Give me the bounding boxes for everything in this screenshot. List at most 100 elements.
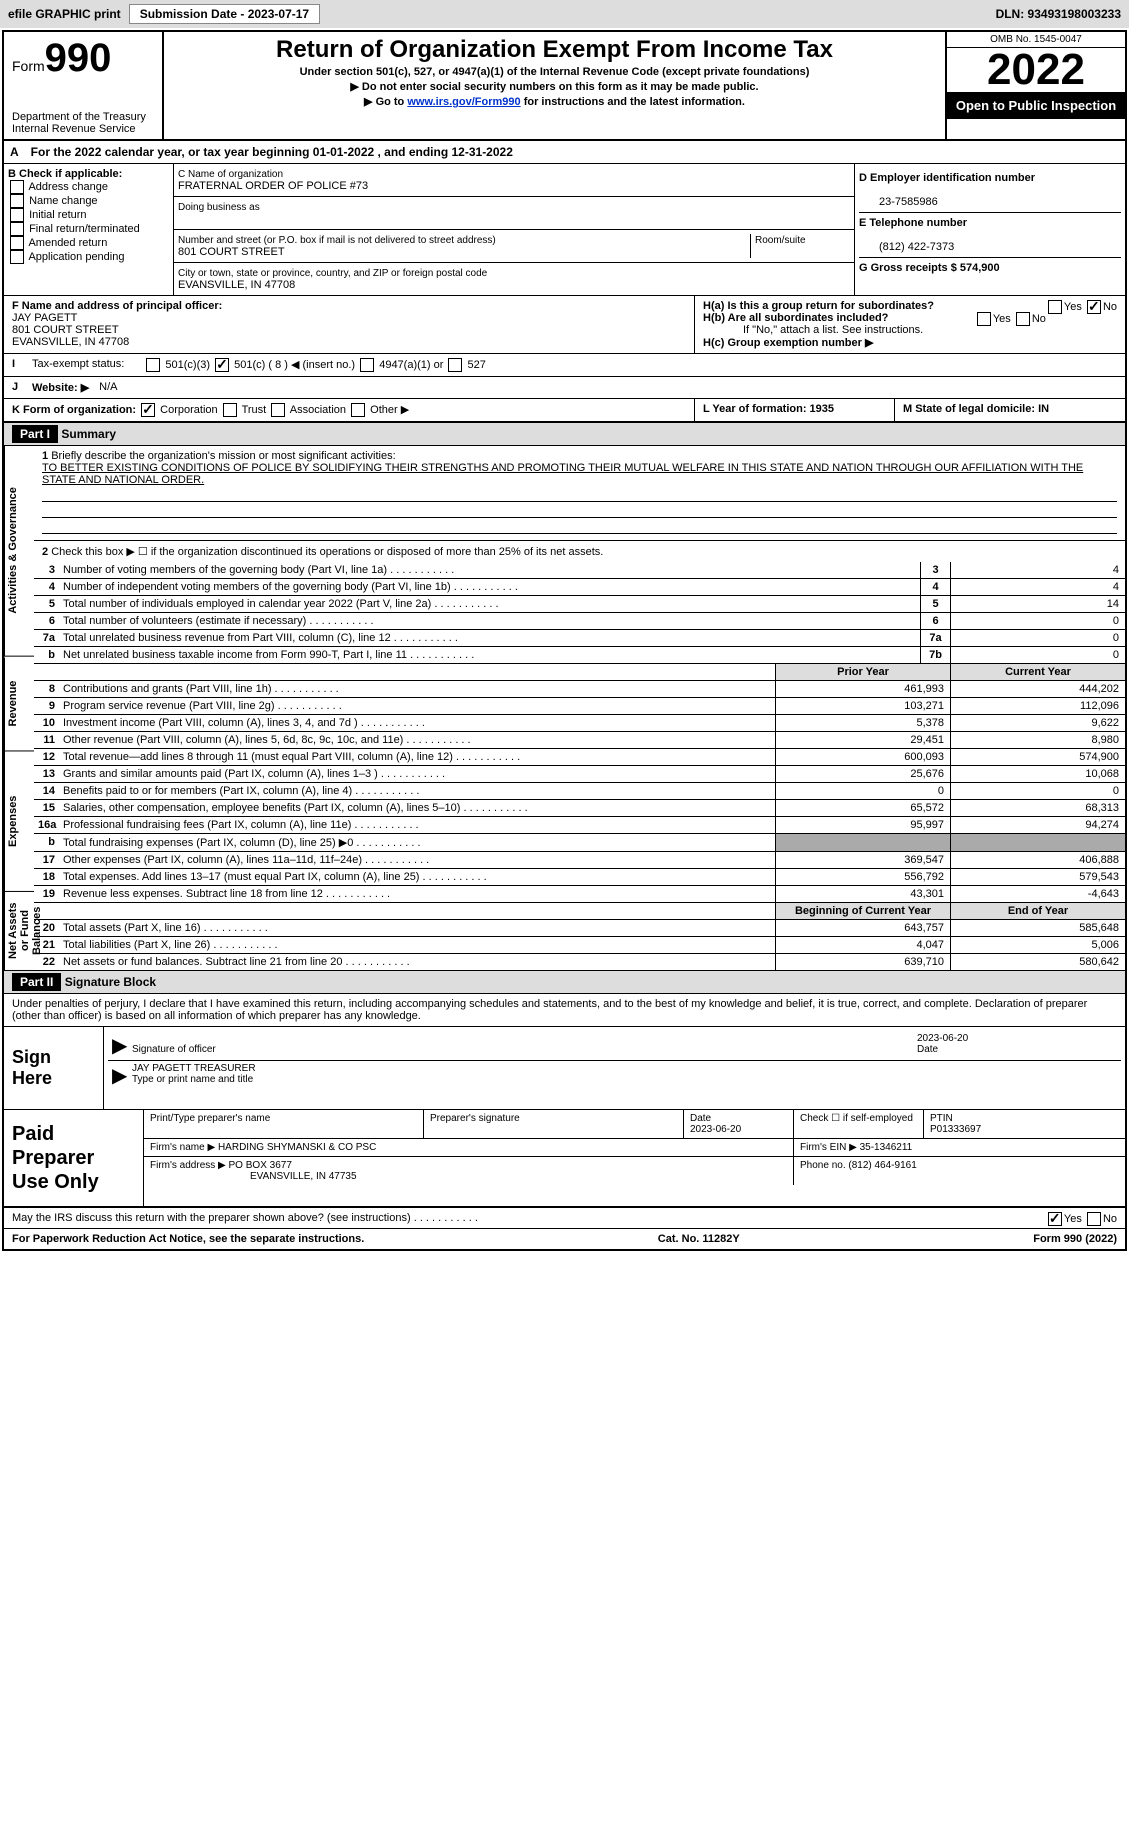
ha-no-check[interactable]: [1087, 300, 1101, 314]
current-year-header: Current Year: [950, 664, 1125, 680]
row-num: 3: [34, 562, 59, 578]
col-b: B Check if applicable: Address change Na…: [4, 164, 174, 295]
part2-header: Part II Signature Block: [4, 971, 1125, 994]
row-num: 9: [34, 698, 59, 714]
527-check[interactable]: [448, 358, 462, 372]
org-name: FRATERNAL ORDER OF POLICE #73: [178, 180, 368, 192]
phone-label: E Telephone number: [859, 217, 967, 229]
dba-label: Doing business as: [178, 202, 260, 213]
row-box: 4: [920, 579, 950, 595]
row-text: Benefits paid to or for members (Part IX…: [59, 783, 775, 799]
other-check[interactable]: [351, 403, 365, 417]
hb-yes-check[interactable]: [977, 312, 991, 326]
firm-name: HARDING SHYMANSKI & CO PSC: [218, 1142, 376, 1153]
row-value: 0: [950, 647, 1125, 663]
check-amended[interactable]: Amended return: [8, 236, 169, 250]
vert-net: Net Assets or Fund Balances: [4, 892, 34, 971]
part2-title: Signature Block: [65, 975, 156, 989]
ein-value: 23-7585986: [859, 196, 938, 208]
row-text: Total number of individuals employed in …: [59, 596, 920, 612]
row-text: Total revenue—add lines 8 through 11 (mu…: [59, 749, 775, 765]
year-box: OMB No. 1545-0047 2022 Open to Public In…: [945, 32, 1125, 139]
gross-receipts-field: G Gross receipts $ 574,900: [859, 258, 1121, 278]
assoc-check[interactable]: [271, 403, 285, 417]
ha-yes-check[interactable]: [1048, 300, 1062, 314]
hb-no-check[interactable]: [1016, 312, 1030, 326]
efile-header: efile GRAPHIC print Submission Date - 20…: [0, 0, 1129, 28]
row-value: 14: [950, 596, 1125, 612]
row-num: 4: [34, 579, 59, 595]
discuss-no-check[interactable]: [1087, 1212, 1101, 1226]
prior-value: 369,547: [775, 852, 950, 868]
row-box: 6: [920, 613, 950, 629]
prep-row-1: Print/Type preparer's name Preparer's si…: [144, 1110, 1125, 1139]
preparer-grid: Print/Type preparer's name Preparer's si…: [144, 1110, 1125, 1206]
summary-row: 20 Total assets (Part X, line 16) 643,75…: [34, 920, 1125, 937]
ptin-label: PTIN: [930, 1113, 953, 1124]
q2-text: Check this box ▶ ☐ if the organization d…: [51, 546, 603, 558]
officer-addr1: 801 COURT STREET: [12, 324, 119, 336]
form-title: Return of Organization Exempt From Incom…: [168, 36, 941, 64]
form-number: 990: [45, 36, 112, 80]
summary-row: 9 Program service revenue (Part VIII, li…: [34, 698, 1125, 715]
summary-row: 4 Number of independent voting members o…: [34, 579, 1125, 596]
prep-row-2: Firm's name ▶ HARDING SHYMANSKI & CO PSC…: [144, 1139, 1125, 1157]
row-num: b: [34, 834, 59, 851]
trust-check[interactable]: [223, 403, 237, 417]
prior-value: 103,271: [775, 698, 950, 714]
discuss-yes-check[interactable]: [1048, 1212, 1062, 1226]
mission-row: 1 Briefly describe the organization's mi…: [34, 446, 1125, 541]
ha-no-label: No: [1103, 301, 1117, 313]
q1-text: Briefly describe the organization's miss…: [51, 450, 395, 462]
summary-row: 11 Other revenue (Part VIII, column (A),…: [34, 732, 1125, 749]
row-text: Other expenses (Part IX, column (A), lin…: [59, 852, 775, 868]
501c3-check[interactable]: [146, 358, 160, 372]
preparer-label: Paid Preparer Use Only: [4, 1110, 144, 1206]
check-name-change[interactable]: Name change: [8, 194, 169, 208]
current-value: 112,096: [950, 698, 1125, 714]
form-title-section: Return of Organization Exempt From Incom…: [164, 32, 945, 139]
check-app-pending[interactable]: Application pending: [8, 250, 169, 264]
current-value: -4,643: [950, 886, 1125, 902]
summary-row: 16a Professional fundraising fees (Part …: [34, 817, 1125, 834]
cat-number: Cat. No. 11282Y: [658, 1233, 740, 1245]
prep-row-3: Firm's address ▶ PO BOX 3677EVANSVILLE, …: [144, 1157, 1125, 1185]
summary-row: b Net unrelated business taxable income …: [34, 647, 1125, 664]
501c-check[interactable]: [215, 358, 229, 372]
sig-fields: ▶ Signature of officer 2023-06-20Date ▶ …: [104, 1027, 1125, 1109]
row-num: 8: [34, 681, 59, 697]
submission-date-button[interactable]: Submission Date - 2023-07-17: [129, 4, 320, 24]
tax-status-row: I Tax-exempt status: 501(c)(3) 501(c) ( …: [4, 354, 1125, 377]
corp-check[interactable]: [141, 403, 155, 417]
row-text: Total fundraising expenses (Part IX, col…: [59, 834, 775, 851]
check-final-return[interactable]: Final return/terminated: [8, 222, 169, 236]
row-num: 18: [34, 869, 59, 885]
prior-value: 556,792: [775, 869, 950, 885]
summary-row: 15 Salaries, other compensation, employe…: [34, 800, 1125, 817]
preparer-block: Paid Preparer Use Only Print/Type prepar…: [4, 1110, 1125, 1208]
prior-value: 0: [775, 783, 950, 799]
hb-no-label: No: [1032, 313, 1046, 325]
prior-value: 43,301: [775, 886, 950, 902]
addr-field: Number and street (or P.O. box if mail i…: [174, 230, 854, 263]
self-emp-check[interactable]: Check ☐ if self-employed: [794, 1110, 924, 1138]
j-label: J: [12, 381, 32, 394]
summary-row: 12 Total revenue—add lines 8 through 11 …: [34, 749, 1125, 766]
check-addr-change[interactable]: Address change: [8, 180, 169, 194]
prep-date: 2023-06-20: [690, 1124, 741, 1135]
name-label: Type or print name and title: [132, 1074, 253, 1085]
check-initial-return[interactable]: Initial return: [8, 208, 169, 222]
phone-field: E Telephone number (812) 422-7373: [859, 213, 1121, 258]
beg-year-header: Beginning of Current Year: [775, 903, 950, 919]
row-text: Number of voting members of the governin…: [59, 562, 920, 578]
vert-revenue: Revenue: [4, 657, 34, 751]
row-box: 7b: [920, 647, 950, 663]
prior-value: 25,676: [775, 766, 950, 782]
chk-3-label: Final return/terminated: [29, 223, 140, 235]
current-value: 10,068: [950, 766, 1125, 782]
dots-leader: [414, 1212, 478, 1224]
4947-check[interactable]: [360, 358, 374, 372]
discuss-yes-label: Yes: [1064, 1213, 1082, 1225]
row-a-text: For the 2022 calendar year, or tax year …: [25, 141, 519, 163]
irs-link[interactable]: www.irs.gov/Form990: [407, 96, 520, 108]
